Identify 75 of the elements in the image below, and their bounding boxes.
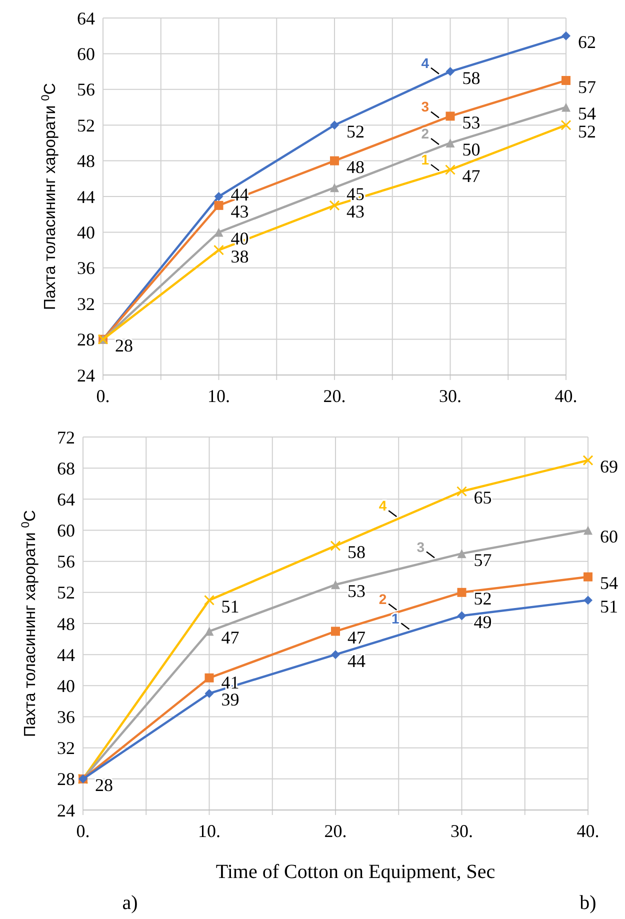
- data-label: 47: [221, 628, 240, 648]
- y-tick-label: 48: [57, 614, 75, 634]
- series-label: 3: [416, 538, 425, 555]
- data-label: 39: [221, 690, 240, 710]
- y-tick-label: 32: [77, 294, 95, 314]
- x-tick-label: 0.: [76, 821, 90, 841]
- y-tick-label: 52: [77, 115, 95, 136]
- y-tick-label: 56: [77, 80, 95, 100]
- data-label: 69: [600, 456, 618, 477]
- data-label: 43: [230, 202, 249, 222]
- y-tick-label: 64: [57, 489, 75, 510]
- x-tick-label: 20.: [323, 386, 346, 406]
- data-label: 49: [474, 612, 492, 632]
- series-label: 4: [421, 54, 430, 71]
- data-label: 62: [578, 32, 596, 52]
- y-tick-label: 40: [77, 222, 95, 242]
- y-tick-label: 36: [77, 258, 95, 278]
- data-label: 51: [221, 596, 240, 616]
- data-label: 48: [346, 157, 364, 178]
- y-tick-label: 24: [77, 365, 95, 386]
- y-tick-label: 44: [77, 186, 95, 207]
- data-label: 51: [600, 596, 618, 616]
- data-label: 65: [474, 488, 492, 508]
- y-tick-label: 68: [57, 458, 75, 478]
- text: a): [122, 892, 138, 914]
- data-label: 53: [348, 580, 366, 601]
- y-tick-label: 40: [57, 676, 75, 696]
- data-label: 52: [346, 121, 364, 142]
- data-label: 57: [578, 76, 596, 97]
- x-tick-label: 40.: [576, 821, 600, 841]
- y-tick-label: 48: [77, 151, 95, 172]
- data-label: 47: [462, 166, 480, 186]
- series-label: 2: [378, 590, 387, 607]
- data-label: 52: [474, 588, 492, 609]
- text: b): [580, 892, 596, 914]
- y-tick-label: 36: [57, 707, 75, 728]
- data-label: 54: [600, 573, 618, 594]
- data-label: 60: [600, 526, 618, 547]
- x-tick-label: 10.: [198, 821, 220, 841]
- data-label: 28: [95, 775, 113, 796]
- x-axis-title: Time of Cotton on Equipment, Sec: [216, 861, 496, 883]
- data-label: 28: [115, 336, 133, 356]
- data-label: 43: [346, 202, 364, 222]
- y-tick-label: 64: [77, 8, 95, 28]
- y-tick-label: 28: [57, 769, 75, 790]
- data-label: 58: [348, 542, 366, 562]
- y-tick-label: 60: [57, 520, 75, 541]
- x-tick-label: 40.: [554, 386, 578, 406]
- y-tick-label: 72: [57, 427, 75, 448]
- y-tick-label: 28: [77, 330, 95, 350]
- x-tick-label: 20.: [324, 821, 347, 841]
- series-label: 1: [391, 610, 400, 626]
- series-label: 4: [378, 498, 387, 514]
- x-tick-label: 10.: [208, 386, 230, 406]
- series-label: 1: [421, 152, 430, 168]
- x-tick-label: 30.: [450, 821, 473, 841]
- data-label: 44: [348, 650, 366, 671]
- data-label: 47: [348, 628, 366, 648]
- series-label: 2: [421, 126, 430, 142]
- x-tick-label: 30.: [439, 386, 462, 406]
- y-tick-label: 56: [57, 552, 75, 572]
- y-tick-label: 60: [77, 44, 95, 64]
- data-label: 54: [578, 104, 596, 124]
- data-label: 57: [474, 550, 492, 570]
- y-tick-label: 24: [57, 800, 75, 820]
- series-label: 3: [421, 98, 430, 115]
- data-label: 58: [462, 68, 480, 88]
- data-label: 52: [578, 121, 596, 142]
- y-tick-label: 32: [57, 738, 75, 758]
- data-label: 38: [230, 246, 249, 266]
- y-tick-label: 52: [57, 582, 75, 603]
- y-tick-label: 44: [57, 644, 75, 665]
- data-label: 53: [462, 112, 480, 132]
- x-tick-label: 0.: [96, 386, 110, 406]
- data-label: 50: [462, 139, 480, 160]
